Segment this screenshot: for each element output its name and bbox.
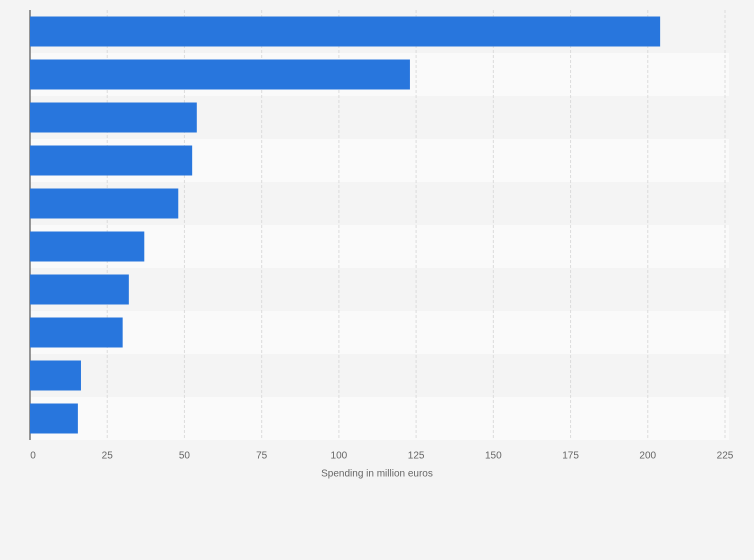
x-tick-label: 50	[179, 451, 191, 462]
bar	[30, 145, 193, 176]
bar	[30, 59, 410, 90]
row-stripe	[30, 268, 729, 311]
bar	[30, 274, 129, 305]
bar	[30, 403, 78, 434]
x-tick-label: 200	[639, 451, 656, 462]
x-tick-label: 25	[102, 451, 114, 462]
bar	[30, 102, 197, 133]
row-stripe	[30, 397, 729, 440]
bar	[30, 317, 123, 348]
bar	[30, 16, 661, 47]
x-tick-label: 125	[408, 451, 425, 462]
row-stripe	[30, 354, 729, 397]
x-axis-title: Spending in million euros	[321, 469, 433, 480]
bar	[30, 231, 145, 262]
x-tick-label: 175	[562, 451, 579, 462]
x-tick-label: 150	[485, 451, 502, 462]
row-stripe	[30, 225, 729, 268]
bar	[30, 188, 179, 219]
x-tick-label: 75	[256, 451, 268, 462]
x-tick-label: 100	[331, 451, 348, 462]
row-stripe	[30, 311, 729, 354]
x-tick-label: 225	[717, 451, 734, 462]
x-tick-label: 0	[30, 451, 36, 462]
bar	[30, 360, 81, 391]
